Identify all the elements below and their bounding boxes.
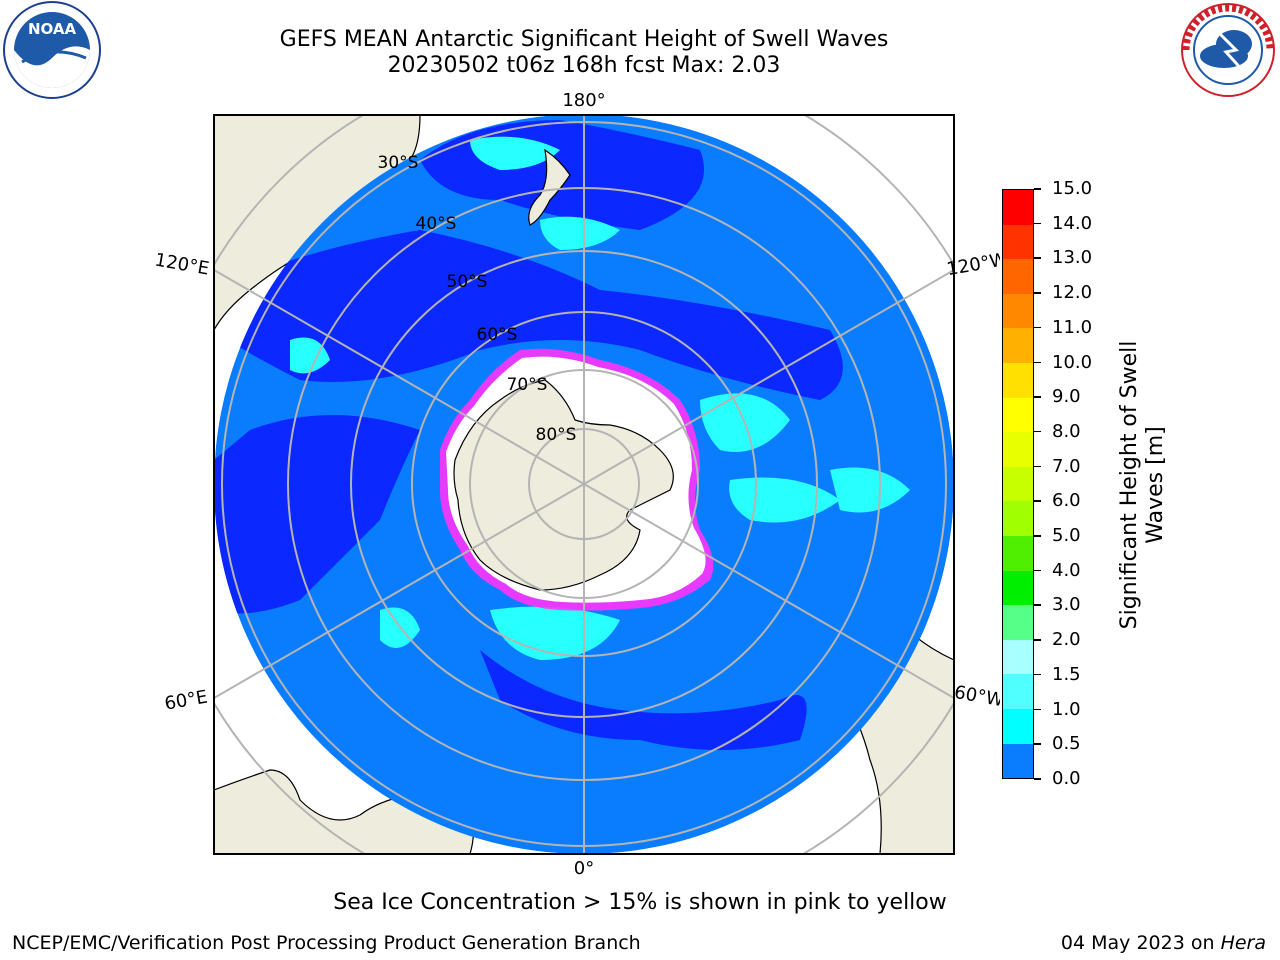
colorbar-tick-mark: [1034, 639, 1041, 641]
graticule: [214, 115, 954, 854]
colorbar-tick-mark: [1034, 673, 1041, 676]
colorbar-tick-label: 0.5: [1052, 733, 1081, 755]
colorbar-tick-label: 6.0: [1052, 490, 1081, 512]
colorbar-swatch: [1003, 708, 1033, 744]
colorbar-swatch: [1003, 501, 1033, 536]
colorbar-tick-mark: [1034, 361, 1041, 364]
lon-label-lower-left: 60°E: [163, 686, 209, 714]
land-antarctica: [453, 379, 674, 591]
colorbar-tick-label: 11.0: [1052, 316, 1093, 338]
footer-left: NCEP/EMC/Verification Post Processing Pr…: [12, 932, 641, 954]
colorbar-swatch: [1003, 466, 1033, 502]
colorbar-tick-label: 15.0: [1052, 178, 1093, 199]
colorbar-tick-label: 4.0: [1052, 559, 1081, 581]
colorbar-tick-label: 2.0: [1052, 629, 1081, 651]
colorbar-tick-mark: [1034, 292, 1041, 294]
colorbar-swatch: [1003, 432, 1033, 467]
colorbar-tick-mark: [1034, 465, 1041, 468]
colorbar-tick-mark: [1034, 604, 1041, 606]
colorbar-swatch: [1003, 674, 1033, 709]
colorbar-tick-mark: [1034, 569, 1041, 572]
colorbar-tick-mark: [1034, 188, 1041, 190]
footer-right: 04 May 2023 on Hera: [1061, 932, 1266, 954]
colorbar-tick-mark: [1034, 708, 1041, 711]
lat-label-80: 80°S: [536, 425, 577, 445]
colorbar-swatch: [1003, 743, 1033, 779]
colorbar-tick-mark: [1034, 535, 1041, 537]
colorbar-tick-label: 1.5: [1052, 663, 1081, 685]
colorbar-swatch: [1003, 535, 1033, 571]
lat-label-50: 50°S: [447, 272, 488, 292]
lon-label-upper-left: 120°E: [153, 249, 211, 279]
colorbar-swatch: [1003, 362, 1033, 398]
chart-title-line2: 20230502 t06z 168h fcst Max: 2.03: [387, 53, 781, 78]
lat-label-40: 40°S: [416, 214, 457, 234]
colorbar-swatch: [1003, 259, 1033, 294]
colorbar-swatch: [1003, 224, 1033, 260]
colorbar-tick-mark: [1034, 257, 1041, 259]
lat-label-30: 30°S: [378, 153, 419, 173]
nws-logo: [1181, 3, 1275, 97]
colorbar-title-line2: Waves [m]: [1143, 426, 1168, 544]
footer-host: Hera: [1220, 932, 1266, 954]
colorbar-tick-label: 9.0: [1052, 386, 1081, 408]
colorbar: [1002, 189, 1034, 779]
colorbar-tick-label: 7.0: [1052, 455, 1081, 477]
colorbar-title-line1: Significant Height of Swell: [1117, 340, 1142, 630]
colorbar-swatches: [1003, 190, 1033, 779]
colorbar-tick-mark: [1034, 778, 1041, 780]
colorbar-tick-label: 0.0: [1052, 768, 1081, 789]
lon-label-bottom: 0°: [574, 858, 594, 879]
colorbar-tick-label: 3.0: [1052, 594, 1081, 616]
land-new-zealand: [528, 148, 571, 226]
colorbar-tick-mark: [1034, 326, 1041, 329]
colorbar-swatch: [1003, 328, 1033, 363]
colorbar-tick-label: 14.0: [1052, 212, 1093, 234]
colorbar-tick-label: 1.0: [1052, 698, 1081, 720]
lon-label-lower-right: 60°W: [953, 682, 1000, 711]
colorbar-tick-label: 5.0: [1052, 525, 1081, 547]
colorbar-tick-mark: [1034, 500, 1041, 502]
chart-title-line1: GEFS MEAN Antarctic Significant Height o…: [279, 27, 889, 52]
colorbar-tick-label: 10.0: [1052, 351, 1093, 373]
colorbar-tick-mark: [1034, 396, 1041, 398]
colorbar-swatch: [1003, 397, 1033, 433]
colorbar-tick-label: 12.0: [1052, 282, 1093, 304]
colorbar-tick-mark: [1034, 222, 1041, 225]
lat-label-60: 60°S: [477, 325, 518, 345]
colorbar-swatch: [1003, 293, 1033, 329]
map-frame: [213, 114, 955, 855]
colorbar-swatch: [1003, 639, 1033, 675]
colorbar-swatch: [1003, 570, 1033, 606]
noaa-logo-text: NOAA: [28, 20, 77, 38]
colorbar-tick-label: 8.0: [1052, 420, 1081, 442]
lon-label-top: 180°: [562, 90, 605, 111]
colorbar-tick-label: 13.0: [1052, 247, 1093, 269]
colorbar-swatch: [1003, 190, 1033, 225]
colorbar-swatch: [1003, 605, 1033, 640]
colorbar-tick-mark: [1034, 430, 1041, 433]
footer-date: 04 May 2023 on: [1060, 932, 1221, 954]
polar-map: 180° 0° 120°E 60°E 120°W 60°W 30°S 40°S …: [153, 90, 1000, 879]
lat-label-70: 70°S: [507, 375, 548, 395]
noaa-logo: NOAA: [3, 1, 101, 99]
sea-ice-note: Sea Ice Concentration > 15% is shown in …: [333, 890, 947, 915]
colorbar-tick-mark: [1034, 743, 1041, 745]
